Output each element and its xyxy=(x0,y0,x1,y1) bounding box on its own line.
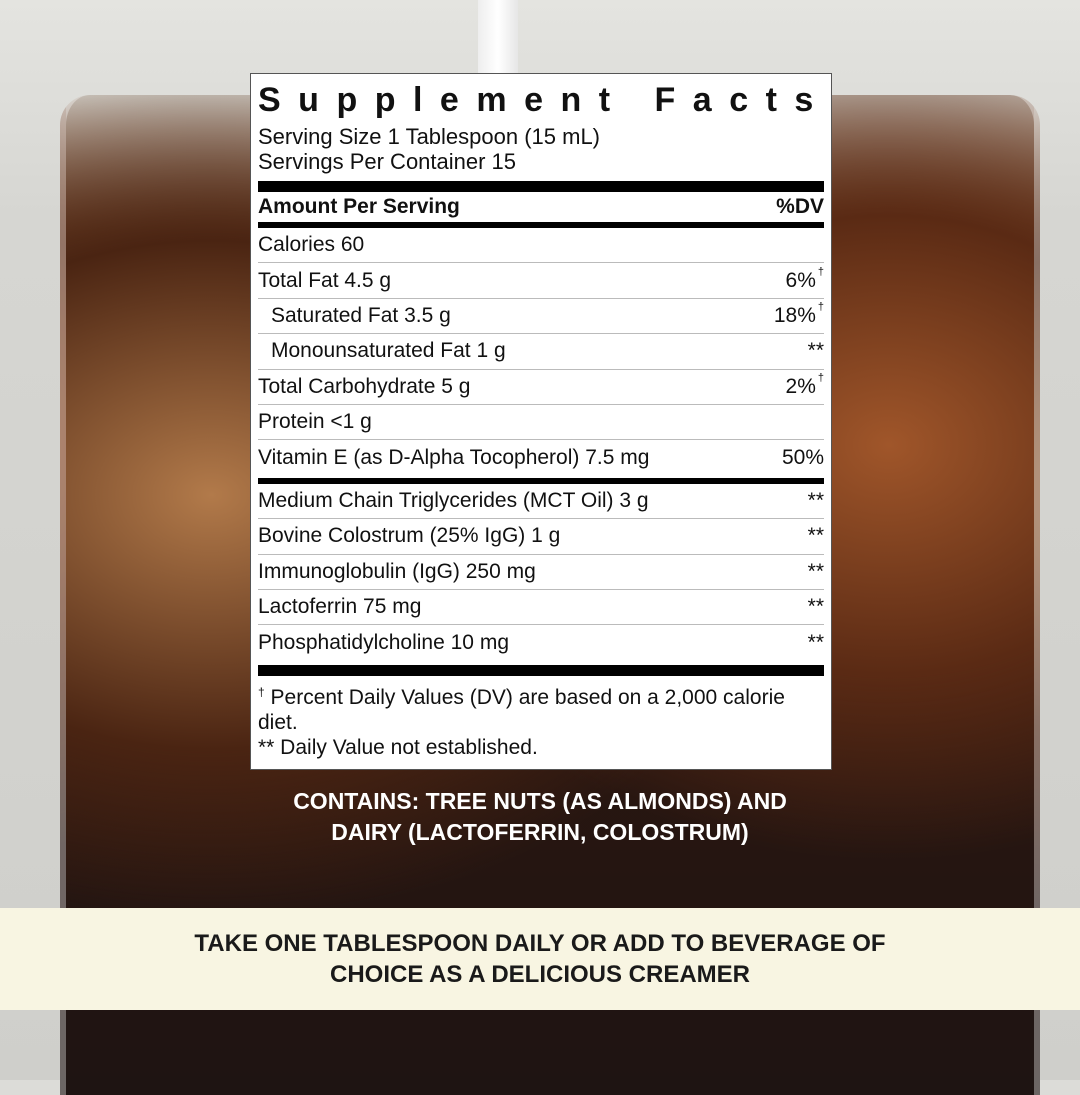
nutrient-dv: ** xyxy=(807,630,824,654)
nutrient-dv: ** xyxy=(807,524,824,548)
calories-row: Calories 60 xyxy=(258,228,824,264)
directions-line: TAKE ONE TABLESPOON DAILY OR ADD TO BEVE… xyxy=(194,930,886,957)
footnote-dv: Percent Daily Values (DV) are based on a… xyxy=(258,685,785,734)
directions-banner: TAKE ONE TABLESPOON DAILY OR ADD TO BEVE… xyxy=(0,908,1080,1010)
nutrient-row: Phosphatidylcholine 10 mg ** xyxy=(258,625,824,660)
allergen-statement: CONTAINS: TREE NUTS (AS ALMONDS) AND DAI… xyxy=(0,786,1080,848)
nutrient-row: Bovine Colostrum (25% IgG) 1 g ** xyxy=(258,519,824,555)
servings-per-container: Servings Per Container 15 xyxy=(258,149,517,174)
allergen-line: CONTAINS: TREE NUTS (AS ALMONDS) AND xyxy=(293,788,787,814)
calories: Calories 60 xyxy=(258,233,365,257)
serving-size: Serving Size 1 Tablespoon (15 mL) xyxy=(258,124,601,149)
panel-title: Supplement Facts xyxy=(258,81,831,119)
nutrient-row: Total Carbohydrate 5 g 2% † xyxy=(258,370,824,405)
nutrient-row: Medium Chain Triglycerides (MCT Oil) 3 g… xyxy=(258,484,824,520)
nutrient-name: Bovine Colostrum (25% IgG) 1 g xyxy=(258,524,561,548)
nutrient-name: Total Fat 4.5 g xyxy=(258,268,392,292)
nutrient-row: Saturated Fat 3.5 g 18% † xyxy=(258,299,824,335)
nutrient-row: Monounsaturated Fat 1 g ** xyxy=(258,334,824,370)
nutrient-name: Lactoferrin 75 mg xyxy=(258,595,422,619)
footnote-not-established: ** Daily Value not established. xyxy=(258,735,538,759)
nutrient-dv: 2% † xyxy=(785,371,824,398)
dagger-mark: † xyxy=(258,684,265,699)
nutrient-dv: ** xyxy=(807,595,824,619)
nutrient-row: Protein <1 g xyxy=(258,405,824,441)
nutrient-dv: 18% † xyxy=(773,300,824,327)
nutrient-name: Total Carbohydrate 5 g xyxy=(258,374,471,398)
nutrient-name: Monounsaturated Fat 1 g xyxy=(271,339,506,363)
nutrient-row: Total Fat 4.5 g 6% † xyxy=(258,263,824,299)
directions-line: CHOICE AS A DELICIOUS CREAMER xyxy=(329,961,751,988)
divider xyxy=(258,181,824,192)
nutrient-name: Protein <1 g xyxy=(258,410,372,434)
dv-header: %DV xyxy=(776,195,824,218)
nutrient-dv: ** xyxy=(807,559,824,583)
supplement-facts-panel: Supplement Facts Serving Size 1 Tablespo… xyxy=(250,73,832,770)
nutrient-dv: ** xyxy=(807,488,824,512)
nutrient-row: Immunoglobulin (IgG) 250 mg ** xyxy=(258,555,824,590)
nutrient-name: Medium Chain Triglycerides (MCT Oil) 3 g xyxy=(258,488,649,512)
nutrient-dv: 6% † xyxy=(785,265,824,292)
allergen-line: DAIRY (LACTOFERRIN, COLOSTRUM) xyxy=(331,819,749,845)
divider xyxy=(258,477,824,484)
nutrient-dv: 50% xyxy=(781,446,824,470)
nutrient-name: Immunoglobulin (IgG) 250 mg xyxy=(258,559,536,583)
divider xyxy=(258,664,824,676)
divider xyxy=(258,222,824,228)
nutrient-name: Saturated Fat 3.5 g xyxy=(271,303,451,327)
amount-header: Amount Per Serving %DV xyxy=(258,192,824,222)
nutrient-name: Phosphatidylcholine 10 mg xyxy=(258,630,509,654)
nutrient-row: Vitamin E (as D-Alpha Tocopherol) 7.5 mg… xyxy=(258,440,824,475)
nutrient-row: Lactoferrin 75 mg ** xyxy=(258,590,824,626)
straw xyxy=(478,0,518,80)
nutrient-name: Vitamin E (as D-Alpha Tocopherol) 7.5 mg xyxy=(258,446,650,470)
nutrient-dv: ** xyxy=(807,339,824,363)
amount-per-serving: Amount Per Serving xyxy=(258,195,460,218)
footnotes: † Percent Daily Values (DV) are based on… xyxy=(258,680,824,760)
